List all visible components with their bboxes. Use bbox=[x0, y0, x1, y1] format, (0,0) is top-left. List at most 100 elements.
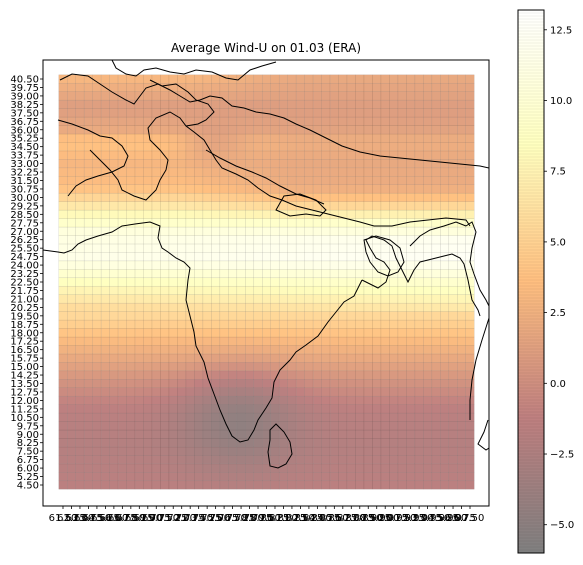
heatmap-cell bbox=[143, 387, 153, 397]
heatmap-cell bbox=[440, 404, 450, 414]
heatmap-cell bbox=[448, 455, 458, 465]
heatmap-cell bbox=[304, 294, 314, 304]
heatmap-cell bbox=[245, 218, 255, 228]
heatmap-cell bbox=[253, 336, 263, 346]
heatmap-cell bbox=[134, 328, 144, 338]
colorbar-frame bbox=[517, 9, 545, 554]
heatmap-cell bbox=[58, 125, 68, 135]
heatmap-cell bbox=[355, 379, 365, 388]
heatmap-cell bbox=[177, 226, 187, 236]
heatmap-cell bbox=[355, 201, 365, 211]
heatmap-cell bbox=[397, 235, 407, 245]
heatmap-cell bbox=[380, 201, 390, 211]
heatmap-cell bbox=[329, 472, 339, 482]
heatmap-cell bbox=[228, 311, 238, 321]
heatmap-cell bbox=[151, 125, 161, 135]
heatmap-cell bbox=[262, 429, 271, 439]
heatmap-cell bbox=[346, 336, 356, 346]
heatmap-cell bbox=[202, 438, 212, 448]
heatmap-cell bbox=[321, 345, 331, 355]
heatmap-cell bbox=[397, 336, 407, 346]
heatmap-cell bbox=[363, 133, 373, 143]
heatmap-cell bbox=[194, 336, 204, 346]
heatmap-cell bbox=[236, 379, 246, 388]
heatmap-cell bbox=[304, 159, 314, 169]
heatmap-cell bbox=[431, 192, 441, 202]
heatmap-cell bbox=[100, 269, 110, 279]
heatmap-cell bbox=[448, 277, 458, 287]
heatmap-cell bbox=[75, 159, 85, 169]
heatmap-cell bbox=[75, 226, 85, 236]
x-tick-label: 72.75 bbox=[176, 513, 205, 524]
heatmap-cell bbox=[211, 421, 221, 431]
heatmap-cell bbox=[321, 387, 331, 397]
heatmap-cell bbox=[100, 412, 110, 422]
heatmap-cell bbox=[431, 201, 441, 211]
heatmap-cell bbox=[117, 463, 127, 473]
heatmap-cell bbox=[406, 455, 416, 465]
heatmap-cell bbox=[109, 243, 119, 253]
heatmap-cell bbox=[168, 159, 178, 169]
heatmap-cell bbox=[321, 201, 331, 211]
heatmap-cell bbox=[346, 125, 356, 135]
heatmap-cell bbox=[236, 243, 246, 253]
heatmap-cell bbox=[177, 108, 187, 118]
heatmap-cell bbox=[431, 438, 441, 448]
heatmap-cell bbox=[228, 184, 238, 194]
heatmap-cell bbox=[270, 99, 280, 109]
heatmap-cell bbox=[321, 226, 331, 236]
heatmap-cell bbox=[83, 285, 93, 295]
heatmap-cell bbox=[75, 150, 85, 160]
heatmap-cell bbox=[245, 370, 255, 380]
heatmap-cell bbox=[177, 412, 187, 422]
heatmap-cell bbox=[177, 159, 187, 169]
heatmap-cell bbox=[92, 480, 102, 490]
heatmap-cell bbox=[228, 285, 238, 295]
heatmap-cell bbox=[177, 463, 187, 473]
heatmap-cell bbox=[58, 353, 68, 363]
heatmap-cell bbox=[253, 379, 263, 388]
heatmap-cell bbox=[109, 395, 119, 405]
heatmap-cell bbox=[414, 446, 424, 456]
heatmap-cell bbox=[363, 370, 373, 380]
heatmap-cell bbox=[329, 421, 339, 431]
heatmap-cell bbox=[338, 370, 348, 380]
heatmap-cell bbox=[389, 455, 399, 465]
heatmap-cell bbox=[66, 192, 76, 202]
heatmap-cell bbox=[58, 370, 68, 380]
heatmap-cell bbox=[262, 192, 271, 202]
heatmap-cell bbox=[321, 438, 331, 448]
heatmap-cell bbox=[457, 328, 467, 338]
heatmap-cell bbox=[177, 269, 187, 279]
heatmap-cell bbox=[151, 446, 161, 456]
heatmap-cell bbox=[304, 480, 314, 490]
heatmap-cell bbox=[397, 395, 407, 405]
heatmap-cell bbox=[338, 472, 348, 482]
heatmap-cell bbox=[236, 260, 246, 270]
heatmap-cell bbox=[83, 142, 93, 152]
heatmap-cell bbox=[329, 446, 339, 456]
y-tick-label: 12.75 bbox=[10, 387, 39, 398]
heatmap-cell bbox=[66, 379, 76, 388]
x-tick-label: 95.25 bbox=[430, 513, 459, 524]
heatmap-cell bbox=[304, 150, 314, 160]
heatmap-cell bbox=[177, 446, 187, 456]
heatmap-cell bbox=[355, 125, 365, 135]
heatmap-cell bbox=[262, 387, 271, 397]
heatmap-cell bbox=[406, 446, 416, 456]
heatmap-cell bbox=[389, 370, 399, 380]
heatmap-cell bbox=[185, 446, 195, 456]
heatmap-cell bbox=[202, 209, 212, 219]
heatmap-cell bbox=[304, 438, 314, 448]
heatmap-cell bbox=[414, 277, 424, 287]
heatmap-cell bbox=[406, 176, 416, 185]
heatmap-cell bbox=[83, 260, 93, 270]
heatmap-cell bbox=[389, 108, 399, 118]
heatmap-cell bbox=[109, 74, 119, 84]
heatmap-cell bbox=[423, 108, 433, 118]
border-north-2 bbox=[89, 111, 471, 227]
heatmap-cell bbox=[262, 116, 271, 126]
y-tick-label: 34.50 bbox=[10, 142, 39, 153]
heatmap-cell bbox=[236, 345, 246, 355]
heatmap-cell bbox=[236, 108, 246, 118]
